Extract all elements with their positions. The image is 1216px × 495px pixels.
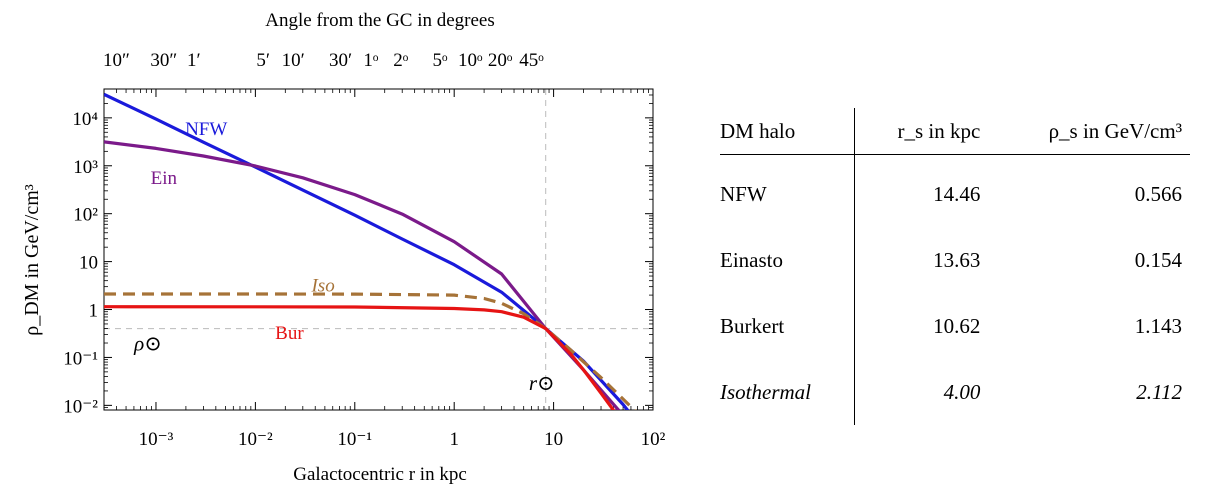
y-tick-label: 1 [89, 301, 99, 322]
top-tick-label: 1ᵒ [363, 50, 379, 71]
table-header-row: DM halo r_s in kpc ρ_s in GeV/cm³ [720, 108, 1190, 155]
plot-area: 10⁻³ 10⁻² 10⁻¹ 1 10 10² 10⁻² 10⁻¹ 1 10 10² 10³ 10⁴ 10… [63, 50, 666, 450]
x-tick-label: 10² [641, 429, 666, 450]
table-row: Burkert 10.62 1.143 [720, 293, 1190, 359]
series-group [104, 92, 637, 410]
halo-rs: 10.62 [933, 313, 981, 338]
x-tick-label: 10 [544, 429, 563, 450]
series-line-iso [104, 292, 637, 410]
table-row: Isothermal 4.00 2.112 [720, 359, 1190, 425]
halo-rhos: 1.143 [1134, 313, 1182, 338]
y-tick-label: 10⁴ [72, 109, 98, 130]
halo-rhos: 0.154 [1134, 247, 1182, 272]
x-tick-label: 10⁻³ [139, 429, 174, 450]
top-tick-label: 2ᵒ [393, 50, 409, 71]
top-tick-label: 30″ [150, 50, 177, 71]
halo-rs: 4.00 [943, 379, 981, 404]
x-axis-title: Galactocentric r in kpc [293, 464, 467, 485]
x-tick-label: 10⁻² [238, 429, 273, 450]
top-tick-label: 10″ [103, 50, 130, 71]
table-row: NFW 14.46 0.566 [720, 154, 1190, 227]
series-label-iso: Iso [310, 275, 334, 296]
top-tick-label: 10ᵒ [458, 50, 483, 71]
halo-rhos: 0.566 [1134, 181, 1182, 206]
column-header-halo: DM halo [720, 108, 855, 155]
top-tick-label: 5′ [256, 50, 270, 71]
density-profile-chart: Angle from the GC in degrees 10⁻³ 10⁻² 10⁻… [21, 10, 666, 485]
series-line-bur [104, 305, 616, 410]
top-tick-label: 10′ [282, 50, 305, 71]
top-tick-label: 30′ [329, 50, 352, 71]
halo-name: Einasto [720, 227, 855, 293]
top-tick-label: 45ᵒ [519, 50, 544, 71]
halo-name: Burkert [720, 293, 855, 359]
r-sun-label: r⊙ [529, 371, 555, 395]
column-header-rhos: ρ_s in GeV/cm³ [988, 108, 1190, 155]
x-tick-label: 1 [449, 429, 459, 450]
top-axis-title: Angle from the GC in degrees [265, 10, 495, 31]
x-tick-label: 10⁻¹ [337, 429, 372, 450]
top-tick-label: 1′ [187, 50, 201, 71]
y-tick-label: 10 [79, 253, 98, 274]
series-label-bur: Bur [275, 323, 304, 344]
halo-name: Isothermal [720, 359, 855, 425]
series-label-nfw: NFW [185, 119, 227, 140]
series-label-ein: Ein [151, 168, 178, 189]
y-tick-label: 10⁻¹ [63, 348, 98, 369]
halo-rhos: 2.112 [1136, 379, 1182, 404]
plot-frame [103, 88, 654, 411]
halo-name: NFW [720, 154, 855, 227]
y-tick-label: 10³ [73, 157, 98, 178]
y-tick-label: 10² [73, 205, 98, 226]
series-line-nfw [104, 92, 630, 410]
y-axis-title: ρ_DM in GeV/cm³ [21, 184, 43, 336]
halo-parameters-table: DM halo r_s in kpc ρ_s in GeV/cm³ NFW 14… [720, 108, 1190, 425]
halo-rs: 14.46 [933, 181, 981, 206]
y-tick-label: 10⁻² [63, 396, 98, 417]
top-tick-label: 20ᵒ [488, 50, 513, 71]
halo-rs: 13.63 [933, 247, 981, 272]
top-tick-label: 5ᵒ [433, 50, 449, 71]
column-header-rs: r_s in kpc [854, 108, 989, 155]
rho-sun-label: ρ⊙ [133, 332, 162, 356]
series-line-ein [104, 140, 621, 410]
table-row: Einasto 13.63 0.154 [720, 227, 1190, 293]
